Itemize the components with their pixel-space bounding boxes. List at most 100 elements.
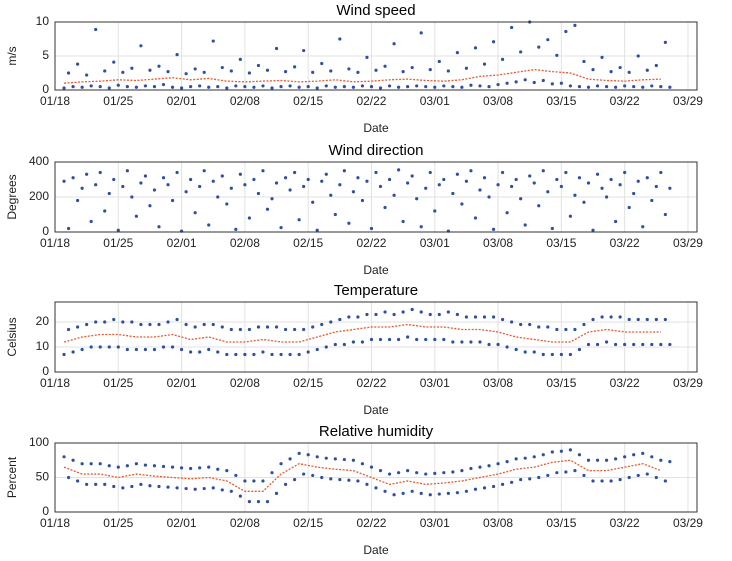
data-point xyxy=(586,85,591,89)
data-point xyxy=(302,184,306,189)
data-point xyxy=(338,37,342,41)
x-tick-label: 02/22 xyxy=(356,376,386,390)
data-point xyxy=(198,84,202,88)
data-point xyxy=(324,345,328,349)
data-point xyxy=(71,176,75,180)
data-point xyxy=(270,471,274,475)
data-point xyxy=(478,465,482,469)
data-point xyxy=(482,486,487,490)
data-point xyxy=(550,450,554,454)
data-point xyxy=(397,337,401,342)
data-point xyxy=(387,472,392,476)
data-point xyxy=(265,325,270,329)
data-point xyxy=(125,464,129,468)
data-point xyxy=(555,177,559,182)
data-point xyxy=(202,322,206,327)
data-point xyxy=(623,342,627,347)
x-tick-label: 01/18 xyxy=(40,236,70,250)
data-point xyxy=(519,322,523,327)
data-point xyxy=(636,317,640,322)
data-point xyxy=(392,312,396,317)
data-point xyxy=(288,457,292,461)
data-point xyxy=(387,337,392,342)
data-point xyxy=(600,186,604,190)
trend-line xyxy=(63,68,661,84)
data-point xyxy=(401,219,405,224)
data-point xyxy=(383,310,387,314)
data-point xyxy=(514,177,518,182)
data-point xyxy=(265,500,270,504)
data-point xyxy=(510,184,514,189)
data-point xyxy=(654,63,658,68)
data-point xyxy=(632,453,636,457)
data-point xyxy=(270,352,274,357)
data-point xyxy=(338,477,342,482)
data-point xyxy=(360,340,365,344)
data-point xyxy=(478,340,482,344)
data-point xyxy=(473,46,478,50)
data-point xyxy=(315,455,319,459)
data-point xyxy=(121,70,125,74)
data-point xyxy=(573,469,577,473)
data-point xyxy=(528,322,532,327)
data-point xyxy=(274,46,279,51)
data-point xyxy=(532,455,536,459)
data-point xyxy=(170,198,175,203)
data-point xyxy=(134,347,138,352)
data-point xyxy=(464,179,469,183)
data-point xyxy=(369,465,374,469)
data-point xyxy=(71,458,75,462)
data-point xyxy=(455,51,459,55)
x-tick-label: 02/15 xyxy=(293,236,323,250)
data-point xyxy=(632,191,636,196)
data-point xyxy=(406,335,410,339)
data-point xyxy=(604,85,609,89)
data-point xyxy=(320,179,324,183)
data-point xyxy=(573,23,577,27)
x-tick-label: 02/08 xyxy=(230,236,260,250)
data-point xyxy=(76,325,80,329)
data-point xyxy=(446,491,450,495)
data-point xyxy=(383,205,387,210)
data-point xyxy=(428,68,432,72)
data-point xyxy=(586,342,591,347)
data-point xyxy=(189,466,193,471)
data-point xyxy=(532,80,536,85)
data-point xyxy=(184,486,188,491)
x-axis-label: Date xyxy=(363,543,389,557)
data-point xyxy=(455,491,459,495)
data-point xyxy=(216,350,220,354)
data-point xyxy=(211,179,215,183)
data-point xyxy=(623,170,627,175)
data-point xyxy=(510,25,514,30)
data-point xyxy=(360,462,365,466)
data-point xyxy=(460,340,464,344)
data-point xyxy=(505,345,509,349)
data-point xyxy=(469,466,473,471)
data-point xyxy=(125,169,129,173)
data-point xyxy=(523,456,527,460)
data-point xyxy=(207,465,211,469)
plot-frame xyxy=(54,301,698,373)
data-point xyxy=(482,315,487,319)
y-tick-label: 5 xyxy=(42,48,49,62)
data-point xyxy=(663,40,667,45)
data-point xyxy=(632,85,636,89)
data-point xyxy=(577,347,582,352)
data-point xyxy=(351,340,355,344)
data-point xyxy=(555,53,559,57)
data-point xyxy=(306,350,310,354)
data-point xyxy=(514,347,518,352)
data-point xyxy=(170,345,175,349)
data-point xyxy=(365,312,369,317)
data-point xyxy=(442,84,446,88)
data-point xyxy=(193,487,197,491)
y-tick-label: 0 xyxy=(42,224,49,238)
data-point xyxy=(650,198,654,203)
data-point xyxy=(283,70,288,74)
data-point xyxy=(261,84,265,88)
data-point xyxy=(668,342,672,347)
data-point xyxy=(627,317,631,322)
data-point xyxy=(604,195,609,199)
